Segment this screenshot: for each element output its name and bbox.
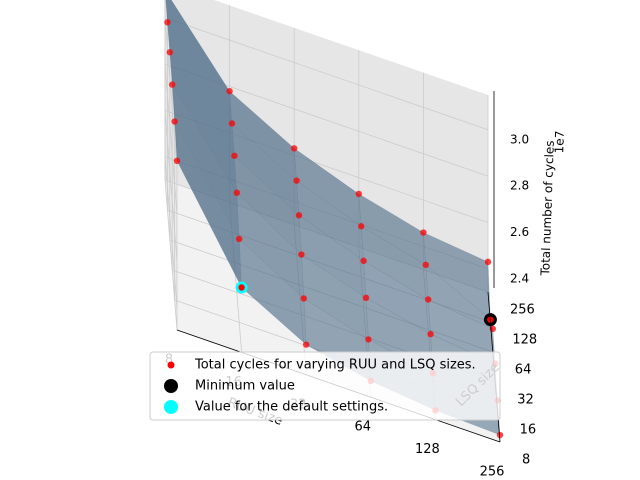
back-pane	[165, 0, 488, 292]
data-point	[171, 118, 178, 125]
default-point	[238, 284, 245, 291]
data-point	[293, 177, 300, 184]
legend-marker-minimum	[164, 379, 178, 393]
data-point	[169, 81, 176, 88]
y-tick-label: 32	[517, 393, 534, 408]
grid-line	[164, 17, 178, 168]
y-tick-label: 256	[510, 303, 535, 318]
data-point	[236, 235, 243, 243]
data-point	[355, 190, 362, 198]
data-point	[360, 257, 367, 265]
data-point	[226, 87, 233, 95]
grid-line	[164, 110, 178, 261]
legend-marker-default	[164, 400, 178, 414]
data-point	[362, 294, 370, 301]
data-point	[173, 157, 181, 165]
y-tick-label: 64	[515, 363, 532, 378]
data-point	[295, 212, 303, 219]
y-tick-label: 16	[520, 423, 537, 438]
data-point	[358, 223, 365, 230]
data-point	[365, 336, 372, 343]
z-tick-label: 2.4	[510, 271, 529, 285]
grid-line	[164, 156, 178, 307]
data-point	[231, 152, 238, 159]
data-point	[484, 258, 492, 266]
data-point	[298, 251, 305, 258]
z-axis-label: Total number of cycles	[538, 140, 557, 277]
z-tick-label: 2.6	[510, 225, 529, 239]
legend-box	[149, 351, 501, 421]
z-offset-label: 1e7	[552, 130, 567, 153]
data-point	[164, 19, 171, 26]
data-point	[303, 341, 310, 348]
legend-marker-points	[167, 361, 175, 369]
data-point	[166, 49, 173, 56]
data-point	[300, 295, 307, 302]
data-point	[496, 431, 504, 439]
data-point	[228, 120, 236, 127]
data-point	[425, 296, 432, 303]
legend-label: Total cycles for varying RUU and LSQ siz…	[194, 358, 476, 373]
grid-line	[164, 64, 178, 215]
x-tick-label: 256	[480, 465, 505, 480]
z-tick-label: 2.8	[510, 179, 529, 193]
grid-line	[164, 17, 489, 131]
legend-label: Value for the default settings.	[195, 400, 388, 415]
data-point	[422, 261, 429, 269]
x-tick-label: 64	[355, 420, 372, 435]
legend-label: Minimum value	[195, 379, 295, 394]
data-point	[427, 330, 434, 338]
data-point	[420, 229, 427, 236]
x-tick-label: 128	[415, 442, 440, 457]
y-tick-label: 8	[522, 453, 530, 468]
z-tick-label: 3.0	[510, 132, 529, 146]
y-tick-label: 128	[512, 333, 537, 348]
data-point	[291, 145, 298, 152]
data-point	[233, 189, 240, 196]
